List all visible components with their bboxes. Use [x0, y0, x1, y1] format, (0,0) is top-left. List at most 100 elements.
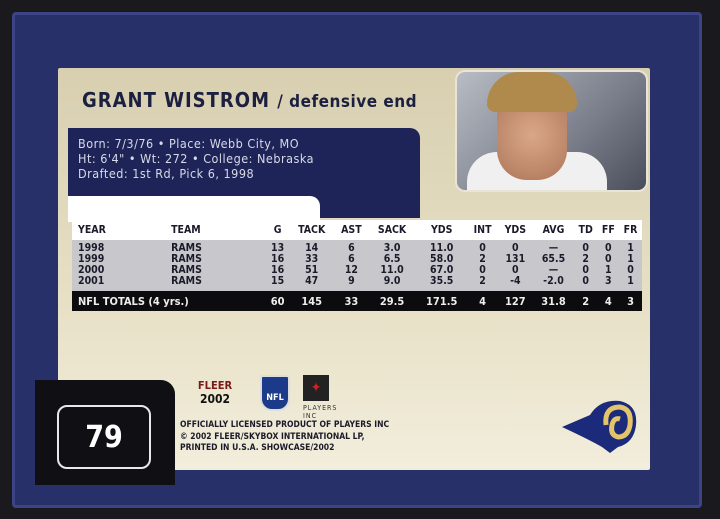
totals-cell: 60 [266, 291, 290, 311]
fleer-text: FLEER [197, 379, 233, 392]
totals-cell: 127 [497, 291, 534, 311]
table-cell: 2 [573, 254, 598, 265]
nfl-shield-logo: NFL [260, 375, 290, 411]
table-cell: 0 [597, 240, 620, 254]
players-inc-label: PLAYERS INC [303, 404, 338, 420]
table-cell: RAMS [165, 276, 267, 291]
table-cell: 0 [573, 240, 598, 254]
rams-logo [562, 400, 637, 453]
table-cell: 0 [573, 276, 598, 291]
fleer-year: 2002 [199, 392, 231, 406]
table-cell: 0 [573, 265, 598, 276]
table-row: 1999 RAMS 16 33 6 6.5 58.0 2 131 65.5 2 0 1 [72, 254, 642, 265]
table-cell: RAMS [165, 240, 267, 254]
bio-line: Ht: 6'4" • Wt: 272 • College: Nebraska [78, 151, 315, 166]
table-cell: RAMS [165, 265, 267, 276]
table-cell: 6 [334, 240, 369, 254]
table-cell: 1999 [72, 254, 166, 265]
totals-cell: 171.5 [415, 291, 468, 311]
table-cell: 15 [266, 276, 290, 291]
bio-box: Born: 7/3/76 • Place: Webb City, MO Ht: … [68, 128, 420, 218]
table-cell: 58.0 [415, 254, 468, 265]
card-number: 79 [57, 405, 151, 469]
column-header: YDS [497, 220, 534, 240]
player-name-heading: GRANT WISTROM / defensive end [82, 88, 417, 112]
table-cell: 67.0 [415, 265, 468, 276]
stats-table: YEAR TEAM G TACK AST SACK YDS INT YDS AVG TD FF FR 1… [72, 220, 642, 311]
column-header: TD [573, 220, 598, 240]
totals-cell: 3 [619, 291, 642, 311]
column-header: YEAR [72, 220, 166, 240]
table-row: 1998 RAMS 13 14 6 3.0 11.0 0 0—0 0 1 [72, 240, 642, 254]
totals-cell: 4 [467, 291, 498, 311]
table-cell: -4 [497, 276, 534, 291]
column-header: TEAM [165, 220, 267, 240]
legal-line: PRINTED IN U.S.A. SHOWCASE/2002 [180, 443, 335, 453]
stats-tab [68, 196, 320, 222]
totals-cell: 33 [334, 291, 369, 311]
table-cell: 0 [497, 240, 534, 254]
table-row: 2001 RAMS 15 47 9 9.0 35.5 2 -4 -2.0 0 3 1 [72, 276, 642, 291]
totals-cell: NFL TOTALS (4 yrs.) [72, 291, 267, 311]
legal-line: © 2002 FLEER/SKYBOX INTERNATIONAL LP, [180, 431, 365, 442]
player-photo [455, 70, 648, 192]
player-name: GRANT WISTROM [82, 88, 270, 112]
table-cell: 2 [467, 254, 498, 265]
column-header: G [266, 220, 290, 240]
table-cell: 16 [266, 265, 290, 276]
table-cell: 3 [597, 276, 620, 291]
table-cell: 9.0 [368, 276, 416, 291]
table-cell: -2.0 [533, 276, 574, 291]
table-cell: 1 [597, 265, 620, 276]
table-cell: 14 [289, 240, 335, 254]
card-number-box: 79 [35, 380, 175, 485]
table-cell: 3.0 [368, 240, 416, 254]
table-cell: 0 [497, 265, 534, 276]
table-cell: 9 [334, 276, 369, 291]
table-cell: 65.5 [533, 254, 574, 265]
table-cell: 1 [619, 240, 642, 254]
column-header: YDS [415, 220, 468, 240]
table-cell: 131 [497, 254, 534, 265]
column-header: SACK [368, 220, 416, 240]
table-cell: 2001 [72, 276, 166, 291]
players-inc-logo: ✦ [303, 375, 329, 401]
table-cell: 2000 [72, 265, 166, 276]
table-cell: — [533, 265, 574, 276]
totals-cell: 4 [597, 291, 620, 311]
table-cell: 0 [597, 254, 620, 265]
column-header: FF [597, 220, 620, 240]
bio-line: Drafted: 1st Rd, Pick 6, 1998 [78, 166, 255, 181]
table-cell: — [533, 240, 574, 254]
table-cell: 13 [266, 240, 290, 254]
table-cell: 12 [334, 265, 369, 276]
column-header: FR [619, 220, 642, 240]
table-row: 2000 RAMS 16 51 12 11.0 67.0 0 0—0 1 0 [72, 265, 642, 276]
table-cell: RAMS [165, 254, 267, 265]
player-position: / defensive end [277, 92, 418, 112]
table-cell: 6 [334, 254, 369, 265]
table-cell: 33 [289, 254, 335, 265]
table-cell: 47 [289, 276, 335, 291]
table-cell: 6.5 [368, 254, 416, 265]
table-cell: 35.5 [415, 276, 468, 291]
column-header: AVG [533, 220, 574, 240]
totals-cell: 31.8 [533, 291, 574, 311]
table-cell: 0 [619, 265, 642, 276]
legal-line: OFFICIALLY LICENSED PRODUCT OF PLAYERS I… [180, 420, 390, 430]
table-cell: 0 [467, 240, 498, 254]
fleer-logo: FLEER 2002 [185, 379, 245, 406]
totals-cell: 29.5 [368, 291, 416, 311]
table-cell: 0 [467, 265, 498, 276]
table-cell: 51 [289, 265, 335, 276]
bio-line: Born: 7/3/76 • Place: Webb City, MO [78, 136, 300, 151]
legal-text: OFFICIALLY LICENSED PRODUCT OF PLAYERS I… [180, 420, 389, 455]
totals-cell: 2 [573, 291, 598, 311]
totals-cell: 145 [289, 291, 335, 311]
table-cell: 16 [266, 254, 290, 265]
table-cell: 2 [467, 276, 498, 291]
table-cell: 11.0 [368, 265, 416, 276]
table-cell: 1 [619, 254, 642, 265]
hair-shape [487, 72, 577, 112]
column-header: INT [467, 220, 498, 240]
